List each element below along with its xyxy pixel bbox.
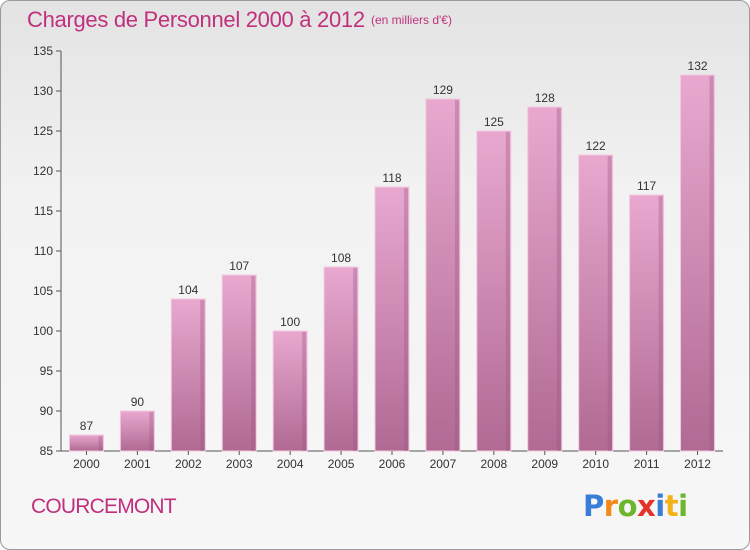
data-label: 107 — [229, 259, 249, 273]
bar — [221, 274, 257, 452]
bar-shade — [98, 436, 103, 451]
bar — [476, 130, 512, 452]
bar-shade — [709, 76, 714, 451]
bar — [629, 194, 665, 452]
bar-shade — [505, 132, 510, 451]
data-label: 118 — [382, 171, 401, 185]
bar — [272, 330, 308, 452]
bar-shade — [200, 300, 205, 451]
bar-shade — [454, 100, 459, 451]
logo-letter: i — [655, 489, 665, 523]
x-tick-label: 2009 — [531, 457, 558, 471]
bar-shade — [607, 156, 612, 451]
logo-letter: o — [617, 489, 638, 523]
x-tick-label: 2003 — [226, 457, 253, 471]
data-label: 108 — [331, 251, 351, 265]
logo-letter: t — [664, 489, 679, 523]
data-label: 117 — [637, 179, 656, 193]
bar — [170, 298, 206, 452]
y-tick-label: 105 — [33, 284, 53, 298]
x-tick-label: 2004 — [277, 457, 304, 471]
logo-letter: r — [603, 489, 618, 523]
x-tick-label: 2007 — [430, 457, 457, 471]
y-tick-label: 115 — [34, 204, 53, 218]
bar — [425, 98, 461, 452]
y-tick-label: 130 — [33, 84, 53, 98]
bar-shade — [251, 276, 256, 451]
data-label: 100 — [280, 315, 300, 329]
chart-title: Charges de Personnel 2000 à 2012 — [27, 7, 365, 32]
y-tick-label: 90 — [40, 404, 54, 418]
bar — [680, 74, 716, 452]
y-tick-label: 85 — [40, 444, 54, 458]
data-label: 87 — [80, 419, 94, 433]
x-tick-label: 2001 — [124, 457, 151, 471]
logo-letter: P — [583, 489, 604, 523]
data-label: 90 — [131, 395, 145, 409]
bar-shade — [404, 188, 408, 451]
x-tick-label: 2002 — [175, 457, 202, 471]
logo-letter: x — [637, 489, 656, 523]
data-label: 104 — [178, 283, 198, 297]
bar — [68, 434, 104, 452]
bar — [578, 154, 614, 452]
x-tick-label: 2000 — [73, 457, 100, 471]
bar-shade — [302, 332, 307, 451]
x-tick-label: 2011 — [634, 457, 660, 471]
data-label: 132 — [688, 59, 708, 73]
data-label: 125 — [484, 115, 504, 129]
proxiti-logo[interactable]: Proxiti — [583, 489, 688, 523]
y-tick-label: 95 — [40, 364, 54, 378]
bar — [527, 106, 563, 452]
x-tick-label: 2006 — [379, 457, 406, 471]
x-tick-label: 2012 — [684, 457, 711, 471]
y-tick-label: 125 — [33, 124, 53, 138]
data-label: 129 — [433, 83, 453, 97]
bar-shade — [353, 268, 358, 451]
bar — [374, 186, 410, 452]
bar-shade — [556, 108, 561, 451]
y-tick-label: 110 — [34, 244, 53, 258]
x-tick-label: 2010 — [582, 457, 609, 471]
bar — [323, 266, 359, 452]
y-tick-label: 100 — [33, 324, 53, 338]
x-tick-label: 2005 — [328, 457, 355, 471]
commune-name: COURCEMONT — [31, 495, 177, 518]
bar — [119, 410, 155, 452]
chart-subtitle: (en milliers d'€) — [371, 13, 452, 27]
y-tick-label: 120 — [33, 164, 53, 178]
bar-shade — [658, 196, 663, 451]
logo-letter: i — [678, 489, 688, 523]
data-label: 128 — [535, 91, 555, 105]
data-label: 122 — [586, 139, 606, 153]
bar-shade — [149, 412, 154, 451]
x-tick-label: 2008 — [480, 457, 507, 471]
y-tick-label: 135 — [33, 44, 53, 58]
